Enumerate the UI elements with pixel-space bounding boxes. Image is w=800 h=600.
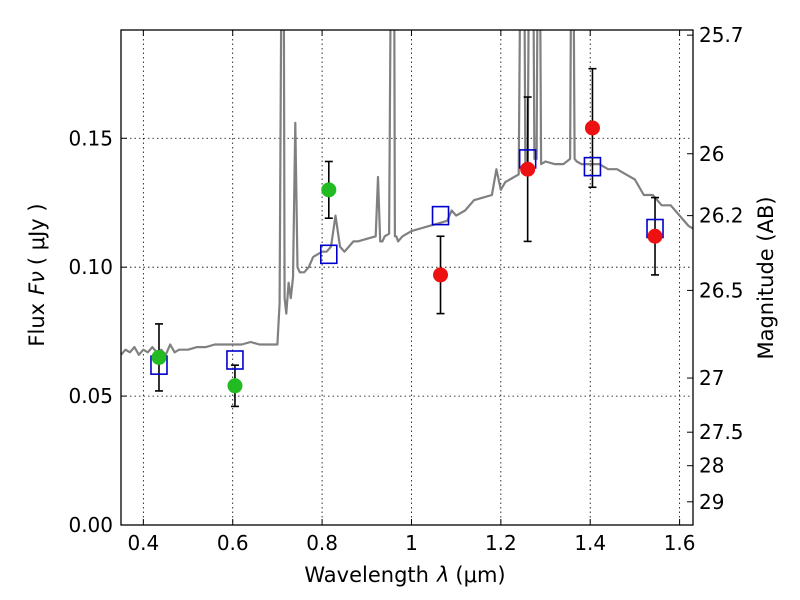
y-tick-label: 0.00 (68, 513, 113, 537)
x-tick-label: 1.4 (574, 531, 606, 555)
grid (121, 30, 693, 526)
model-point (226, 350, 244, 370)
x-axis-label: Wavelength λ (μm) (304, 563, 505, 587)
x-tick-label: 0.6 (217, 531, 249, 555)
x-tick-label: 0.4 (127, 531, 159, 555)
optical-point (321, 182, 337, 198)
y2-tick-label: 27.5 (699, 420, 744, 444)
infrared-point (433, 267, 449, 283)
y-tick-label: 0.15 (68, 126, 113, 150)
model-point (319, 244, 338, 265)
y2-tick-label: 26 (699, 142, 724, 166)
optical-point (227, 378, 243, 394)
y2-tick-label: 29 (699, 490, 724, 514)
infrared-point (584, 120, 600, 136)
x-tick-label: 0.8 (306, 531, 338, 555)
y2-axis-label: Magnitude (AB) (754, 196, 778, 359)
y-tick-label: 0.05 (68, 384, 113, 408)
spectrum-line (121, 30, 693, 356)
error-bars (154, 67, 660, 408)
infrared-point (520, 161, 536, 177)
model-point (431, 205, 450, 226)
y2-tick-label: 28 (699, 454, 724, 478)
axis-ticks: 0.4 0.6 0.8 1 1.2 1.4 1.6 0.00 0.05 0.10 0.15 25.7 2… (68, 23, 743, 555)
observed-points (151, 120, 663, 394)
y2-tick-label: 25.7 (699, 23, 744, 47)
plot-frame (120, 29, 694, 526)
model-point (583, 156, 602, 177)
y2-tick-label: 27 (699, 366, 724, 390)
optical-point (151, 349, 167, 365)
spectrum-layer (121, 30, 693, 356)
y-axis-label: FluxFν( μJy ) (25, 203, 49, 346)
x-tick-label: 1.6 (664, 531, 696, 555)
y2-tick-label: 26.2 (699, 204, 744, 228)
model-points (150, 149, 664, 375)
x-tick-label: 1.2 (485, 531, 517, 555)
infrared-point (647, 228, 663, 244)
y2-tick-label: 26.5 (699, 278, 744, 302)
y-tick-label: 0.10 (68, 255, 113, 279)
x-tick-label: 1 (405, 531, 418, 555)
